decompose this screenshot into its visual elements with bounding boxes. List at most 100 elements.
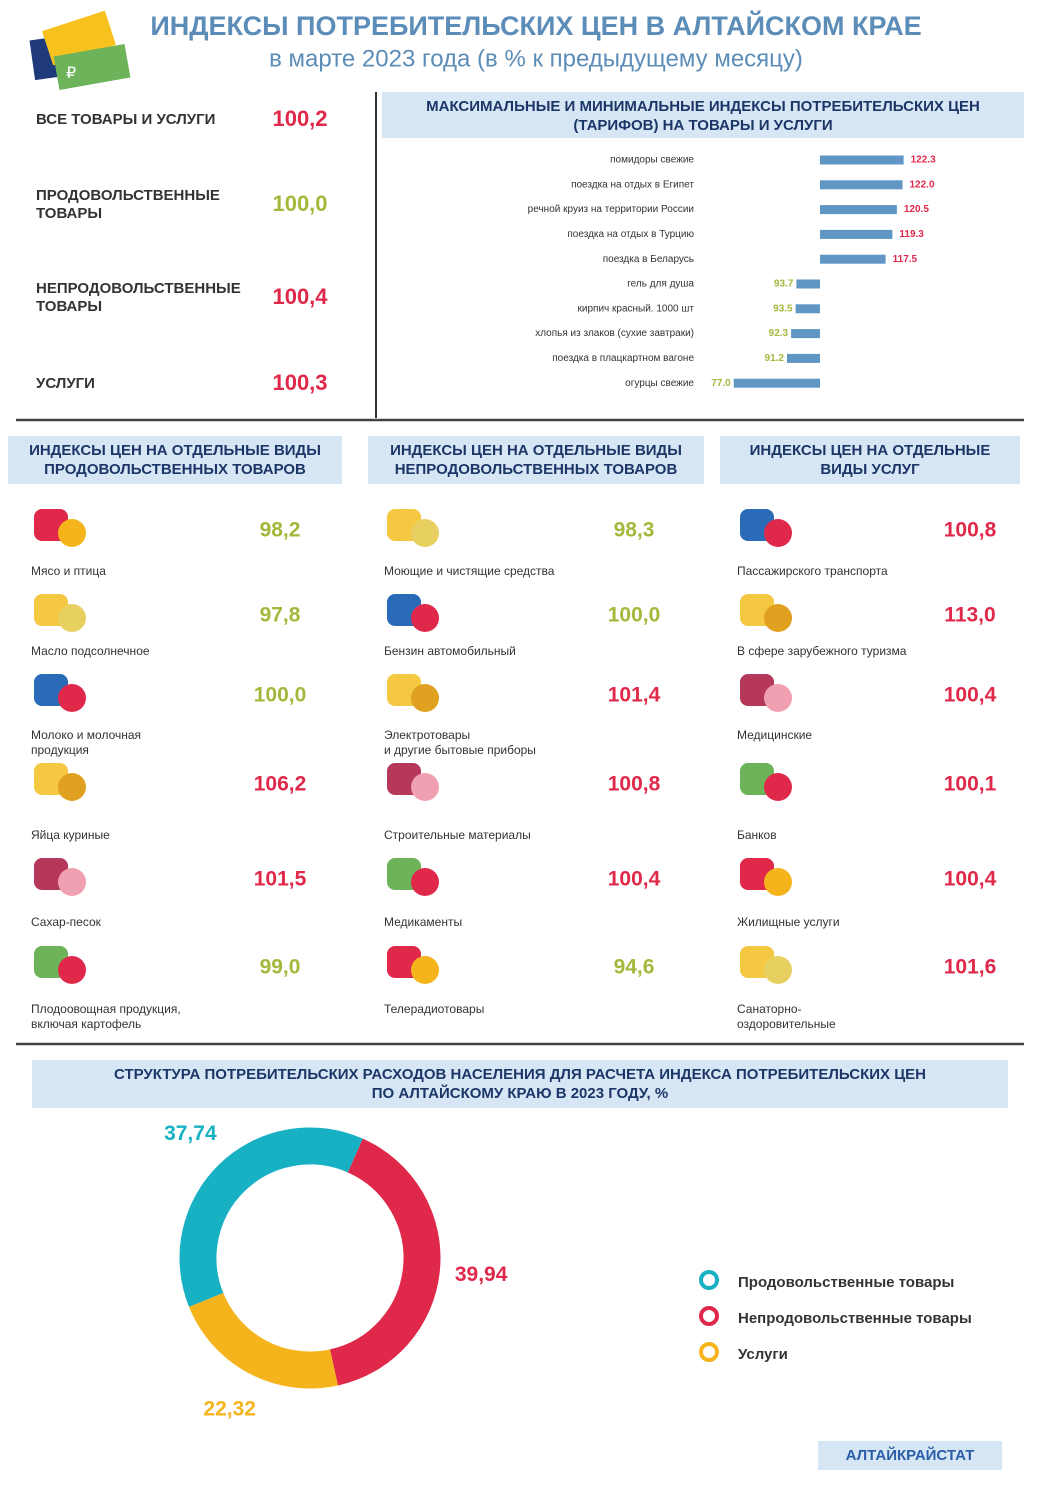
legend-marker [699, 1306, 719, 1326]
category-label: поездка на отдых в Египет [571, 179, 694, 190]
bar [787, 353, 820, 363]
chart-title: МАКСИМАЛЬНЫЕ И МИНИМАЛЬНЫЕ ИНДЕКСЫ ПОТРЕ… [426, 98, 980, 115]
item-icon [764, 868, 792, 896]
legend-label: Продовольственные товары [738, 1274, 954, 1291]
item-label: В сфере зарубежного туризма [737, 644, 907, 658]
item-icon [764, 773, 792, 801]
item-icon [411, 868, 439, 896]
item-label: Масло подсолнечное [31, 644, 150, 658]
item-icon [411, 604, 439, 632]
item-label: Телерадиотовары [384, 1002, 484, 1016]
value-label: 117.5 [893, 254, 918, 265]
category-label: огурцы свежие [625, 378, 694, 389]
category-label: речной круиз на территории России [528, 204, 694, 215]
category-label: поездка в плацкартном вагоне [552, 353, 694, 364]
section-title: ПРОДОВОЛЬСТВЕННЫХ ТОВАРОВ [44, 461, 306, 478]
summary-label: НЕПРОДОВОЛЬСТВЕННЫЕ [36, 280, 241, 297]
item-label: оздоровительные [737, 1017, 836, 1031]
bar [791, 329, 820, 339]
header-box [382, 92, 1024, 138]
item-label: Моющие и чистящие средства [384, 564, 555, 578]
item-label: Санаторно- [737, 1002, 802, 1016]
page-subtitle: в марте 2023 года (в % к предыдущему мес… [269, 45, 803, 72]
summary-label: УСЛУГИ [36, 375, 95, 392]
value-label: 120.5 [904, 204, 929, 215]
item-label: Строительные материалы [384, 828, 531, 842]
item-label: Сахар-песок [31, 915, 102, 929]
item-value: 100,1 [944, 773, 997, 796]
item-label: Медикаменты [384, 915, 462, 929]
item-icon [411, 956, 439, 984]
item-value: 100,4 [944, 868, 997, 891]
item-icon [764, 956, 792, 984]
page-title: ИНДЕКСЫ ПОТРЕБИТЕЛЬСКИХ ЦЕН В АЛТАЙСКОМ … [150, 10, 921, 41]
value-label: 91.2 [765, 353, 785, 364]
category-label: помидоры свежие [610, 155, 694, 166]
item-label: Пассажирского транспорта [737, 564, 888, 578]
donut-segment [189, 1292, 338, 1389]
item-icon [411, 773, 439, 801]
value-label: 92.3 [769, 328, 789, 339]
item-label: Жилищные услуги [737, 915, 840, 929]
chart-title: ПО АЛТАЙСКОМУ КРАЮ В 2023 ГОДУ, % [372, 1084, 668, 1102]
item-icon [58, 684, 86, 712]
source: АЛТАЙКРАЙСТАТ [846, 1446, 975, 1464]
item-label: Банков [737, 828, 777, 842]
value-label: 93.5 [773, 303, 793, 314]
section-title: ИНДЕКСЫ ЦЕН НА ОТДЕЛЬНЫЕ ВИДЫ [29, 442, 321, 459]
chart-title: СТРУКТУРА ПОТРЕБИТЕЛЬСКИХ РАСХОДОВ НАСЕЛ… [114, 1066, 926, 1083]
item-value: 94,6 [614, 956, 655, 979]
category-label: гель для душа [627, 279, 694, 290]
item-icon [58, 773, 86, 801]
summary-label: ПРОДОВОЛЬСТВЕННЫЕ [36, 187, 220, 204]
svg-text:₽: ₽ [66, 65, 76, 82]
header-box [8, 436, 342, 484]
item-value: 100,0 [608, 604, 661, 627]
item-icon [764, 684, 792, 712]
value-label: 39,94 [455, 1263, 508, 1286]
category-label: кирпич красный. 1000 шт [578, 303, 695, 314]
category-label: хлопья из злаков (сухие завтраки) [535, 328, 694, 339]
bar [820, 229, 893, 239]
item-label: Бензин автомобильный [384, 644, 516, 658]
summary-value: 100,0 [272, 191, 327, 216]
logo-icon: ₽ [29, 10, 131, 90]
item-value: 100,8 [608, 773, 661, 796]
section-title: ИНДЕКСЫ ЦЕН НА ОТДЕЛЬНЫЕ [750, 442, 991, 459]
category-label: поездка на отдых в Турцию [567, 229, 694, 240]
value-label: 119.3 [899, 229, 924, 240]
item-icon [58, 519, 86, 547]
footer-box [818, 1441, 1002, 1470]
bar [733, 378, 820, 388]
donut-segment [329, 1138, 441, 1386]
item-icon [411, 684, 439, 712]
summary-value: 100,4 [272, 284, 328, 309]
item-icon [58, 868, 86, 896]
summary-value: 100,2 [272, 106, 327, 131]
section-title: НЕПРОДОВОЛЬСТВЕННЫХ ТОВАРОВ [395, 461, 678, 478]
summary-value: 100,3 [272, 370, 327, 395]
item-label: Медицинские [737, 728, 812, 742]
value-label: 77.0 [711, 378, 731, 389]
bar [795, 304, 820, 314]
item-label: и другие бытовые приборы [384, 743, 536, 757]
item-label: Плодоовощная продукция, [31, 1002, 181, 1016]
item-label: включая картофель [31, 1017, 141, 1031]
item-label: Яйца куриные [31, 828, 110, 842]
item-icon [764, 604, 792, 632]
summary-label: ТОВАРЫ [36, 298, 102, 315]
header-box [368, 436, 704, 484]
item-icon [764, 519, 792, 547]
item-value: 97,8 [260, 604, 301, 627]
legend-label: Услуги [738, 1346, 788, 1363]
value-label: 22,32 [203, 1398, 256, 1421]
item-value: 106,2 [254, 773, 307, 796]
item-value: 101,6 [944, 956, 997, 979]
item-label: Мясо и птица [31, 564, 106, 578]
item-value: 101,5 [254, 868, 307, 891]
legend-label: Непродовольственные товары [738, 1310, 972, 1327]
category-label: поездка в Беларусь [603, 254, 694, 265]
section-title: ВИДЫ УСЛУГ [820, 461, 920, 478]
